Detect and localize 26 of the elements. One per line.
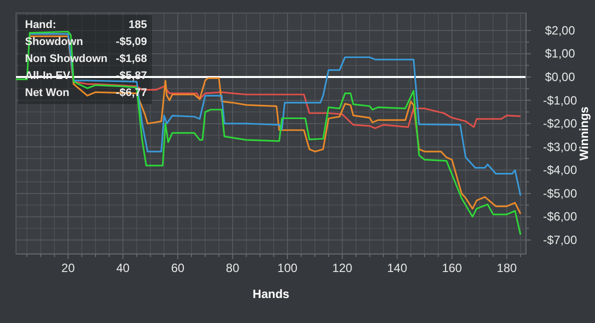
x-tick-label: 80 [226, 261, 240, 275]
y-tick-label: $0,00 [544, 70, 576, 84]
annotation: -$1,68 [116, 53, 147, 65]
y-tick-label: -$1,00 [542, 93, 578, 108]
y-tick-label: $2,00 [544, 23, 576, 38]
x-tick-label: 160 [442, 261, 462, 275]
x-tick-label: 20 [61, 261, 76, 275]
annotation: Net Won [25, 87, 70, 99]
y-tick-label: -$4,00 [542, 163, 578, 178]
y-tick-label: -$7,00 [542, 233, 578, 248]
annotation: -$5,09 [116, 36, 147, 48]
x-axis-title: Hands [252, 287, 290, 301]
x-tick-label: 140 [387, 261, 408, 275]
x-tick-label: 60 [171, 261, 185, 275]
x-tick-label: 100 [277, 261, 298, 275]
y-tick-label: -$2,00 [542, 116, 578, 131]
x-tick-label: 120 [332, 261, 353, 275]
annotation: Hand: [25, 19, 56, 31]
y-tick-label: $1,00 [544, 46, 576, 61]
x-tick-label: 180 [496, 261, 518, 275]
y-tick-label: -$6,00 [542, 210, 578, 224]
y-tick-label: -$3,00 [542, 140, 578, 154]
y-axis-title: Winnings [577, 106, 591, 160]
y-tick-label: -$5,00 [542, 186, 578, 200]
annotation: 185 [128, 19, 147, 31]
x-tick-label: 40 [116, 261, 130, 275]
